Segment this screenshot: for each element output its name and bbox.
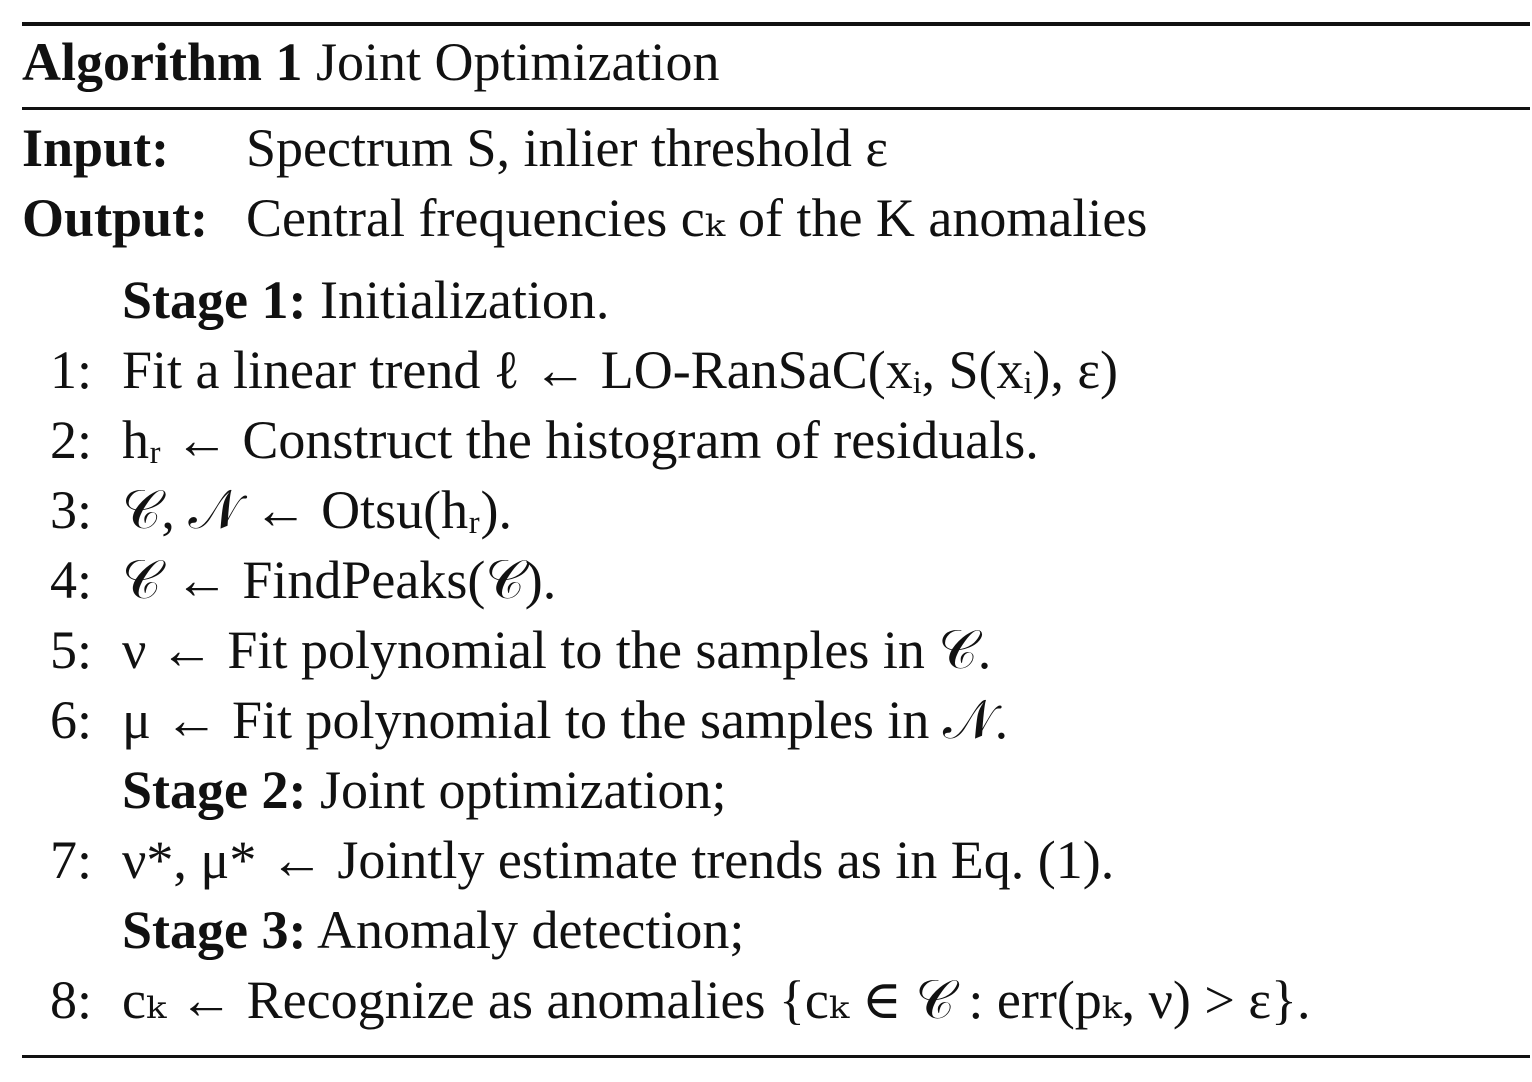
output-value: Central frequencies cₖ of the K anomalie… — [246, 188, 1148, 248]
stage-text: Initialization. — [319, 270, 610, 330]
stage-text: Joint optimization; — [319, 760, 727, 820]
step-text: ν ← Fit polynomial to the samples in 𝒞. — [122, 620, 992, 680]
step-text: ν*, μ* ← Jointly estimate trends as in E… — [122, 830, 1115, 890]
bottom-rule — [22, 1055, 1530, 1058]
step-number: 8: — [50, 970, 93, 1030]
step-text: μ ← Fit polynomial to the samples in 𝒩. — [122, 690, 1009, 750]
caption-rule — [22, 107, 1530, 110]
step-text: cₖ ← Recognize as anomalies {cₖ ∈ 𝒞 : er… — [122, 970, 1311, 1030]
step-number: 6: — [50, 690, 93, 750]
step-number: 3: — [50, 480, 93, 540]
step-number: 1: — [50, 340, 93, 400]
stage-2: Stage 2: Joint optimization; — [122, 760, 726, 820]
step-text: hᵣ ← Construct the histogram of residual… — [122, 410, 1039, 470]
step-text: 𝒞 ← FindPeaks(𝒞). — [122, 550, 557, 610]
stage-3: Stage 3: Anomaly detection; — [122, 900, 744, 960]
input-key: Input: — [22, 118, 170, 178]
step-number: 4: — [50, 550, 93, 610]
stage-text: Anomaly detection; — [317, 900, 745, 960]
stage-1: Stage 1: Initialization. — [122, 270, 609, 330]
stage-label: Stage 2: — [122, 760, 307, 820]
algorithm-label: Algorithm 1 — [22, 32, 303, 92]
algorithm-caption: Algorithm 1 Joint Optimization — [22, 32, 719, 92]
step-text: 𝒞, 𝒩 ← Otsu(hᵣ). — [122, 480, 512, 540]
step-number: 2: — [50, 410, 93, 470]
top-rule — [22, 22, 1530, 26]
stage-label: Stage 1: — [122, 270, 307, 330]
input-value: Spectrum S, inlier threshold ε — [246, 118, 889, 178]
output-key: Output: — [22, 188, 209, 248]
output-line: Output: Central frequencies cₖ of the K … — [22, 188, 1147, 248]
step-number: 7: — [50, 830, 93, 890]
input-line: Input: Spectrum S, inlier threshold ε — [22, 118, 888, 178]
stage-label: Stage 3: — [122, 900, 307, 960]
algorithm-title: Joint Optimization — [315, 32, 720, 92]
step-text: Fit a linear trend ℓ ← LO-RanSaC(xᵢ, S(x… — [122, 340, 1119, 400]
step-number: 5: — [50, 620, 93, 680]
